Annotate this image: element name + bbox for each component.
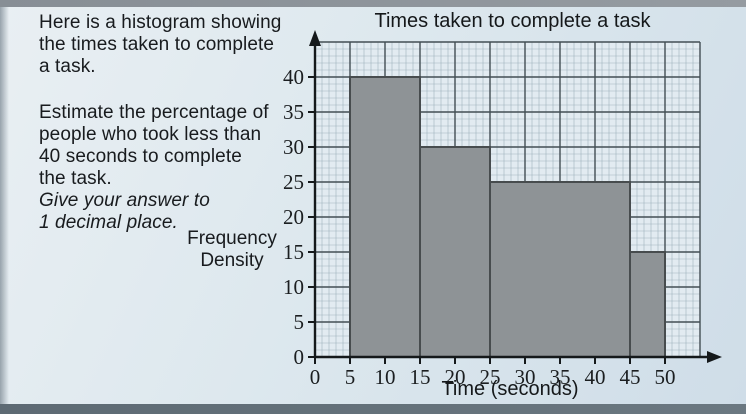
x-tick-label: 10	[375, 365, 396, 389]
y-tick-label: 30	[283, 135, 304, 159]
question-line: 40 seconds to complete	[39, 146, 242, 167]
question-text-block: Here is a histogram showing the times ta…	[39, 12, 329, 258]
histogram-bar	[419, 146, 491, 358]
axes	[309, 30, 722, 363]
question-card: Here is a histogram showing the times ta…	[0, 7, 746, 404]
tick-marks	[308, 76, 666, 364]
x-tick-label: 45	[620, 365, 641, 389]
chart-title: Times taken to complete a task	[374, 10, 651, 32]
histogram-bar	[349, 76, 421, 358]
y-tick-label: 10	[283, 275, 304, 299]
x-tick-label: 20	[445, 365, 466, 389]
top-frame-strip	[0, 0, 746, 7]
x-tick-label: 5	[345, 365, 356, 389]
question-note-line: 1 decimal place.	[39, 212, 178, 233]
question-intro-paragraph: Here is a histogram showing the times ta…	[39, 12, 329, 78]
question-task-paragraph: Estimate the percentage of people who to…	[39, 102, 329, 234]
x-tick-label: 25	[480, 365, 501, 389]
question-line: Estimate the percentage of	[39, 102, 269, 123]
question-line: a task.	[39, 56, 96, 77]
y-tick-label: 0	[294, 345, 305, 369]
x-tick-label: 0	[310, 365, 321, 389]
y-tick-label: 40	[283, 65, 304, 89]
y-tick-label: 25	[283, 170, 304, 194]
left-edge-shadow	[0, 7, 9, 404]
question-line: people who took less than	[39, 124, 262, 145]
y-tick-label: 15	[283, 240, 304, 264]
question-line: the task.	[39, 168, 112, 189]
question-line: Here is a histogram showing	[39, 12, 282, 33]
y-tick-label: 35	[283, 100, 304, 124]
x-tick-label: 15	[410, 365, 431, 389]
x-axis-label: Time (seconds)	[441, 378, 579, 400]
x-tick-label: 40	[585, 365, 606, 389]
histogram-bar	[629, 251, 666, 358]
x-tick-label: 35	[550, 365, 571, 389]
y-axis-label-line: Frequency	[187, 228, 277, 249]
x-tick-label: 30	[515, 365, 536, 389]
y-axis-label: Frequency Density	[172, 228, 292, 272]
x-tick-label: 50	[655, 365, 676, 389]
y-axis-arrow-icon	[309, 30, 321, 46]
x-axis-arrow-icon	[707, 351, 722, 363]
y-axis-label-line: Density	[200, 250, 264, 271]
question-line: the times taken to complete	[39, 34, 275, 55]
y-tick-label: 5	[294, 310, 305, 334]
histogram-bar	[489, 181, 631, 358]
y-tick-label: 20	[283, 205, 304, 229]
bottom-frame-strip	[0, 404, 746, 414]
histogram-bars	[349, 76, 666, 358]
question-note-line: Give your answer to	[39, 190, 210, 211]
